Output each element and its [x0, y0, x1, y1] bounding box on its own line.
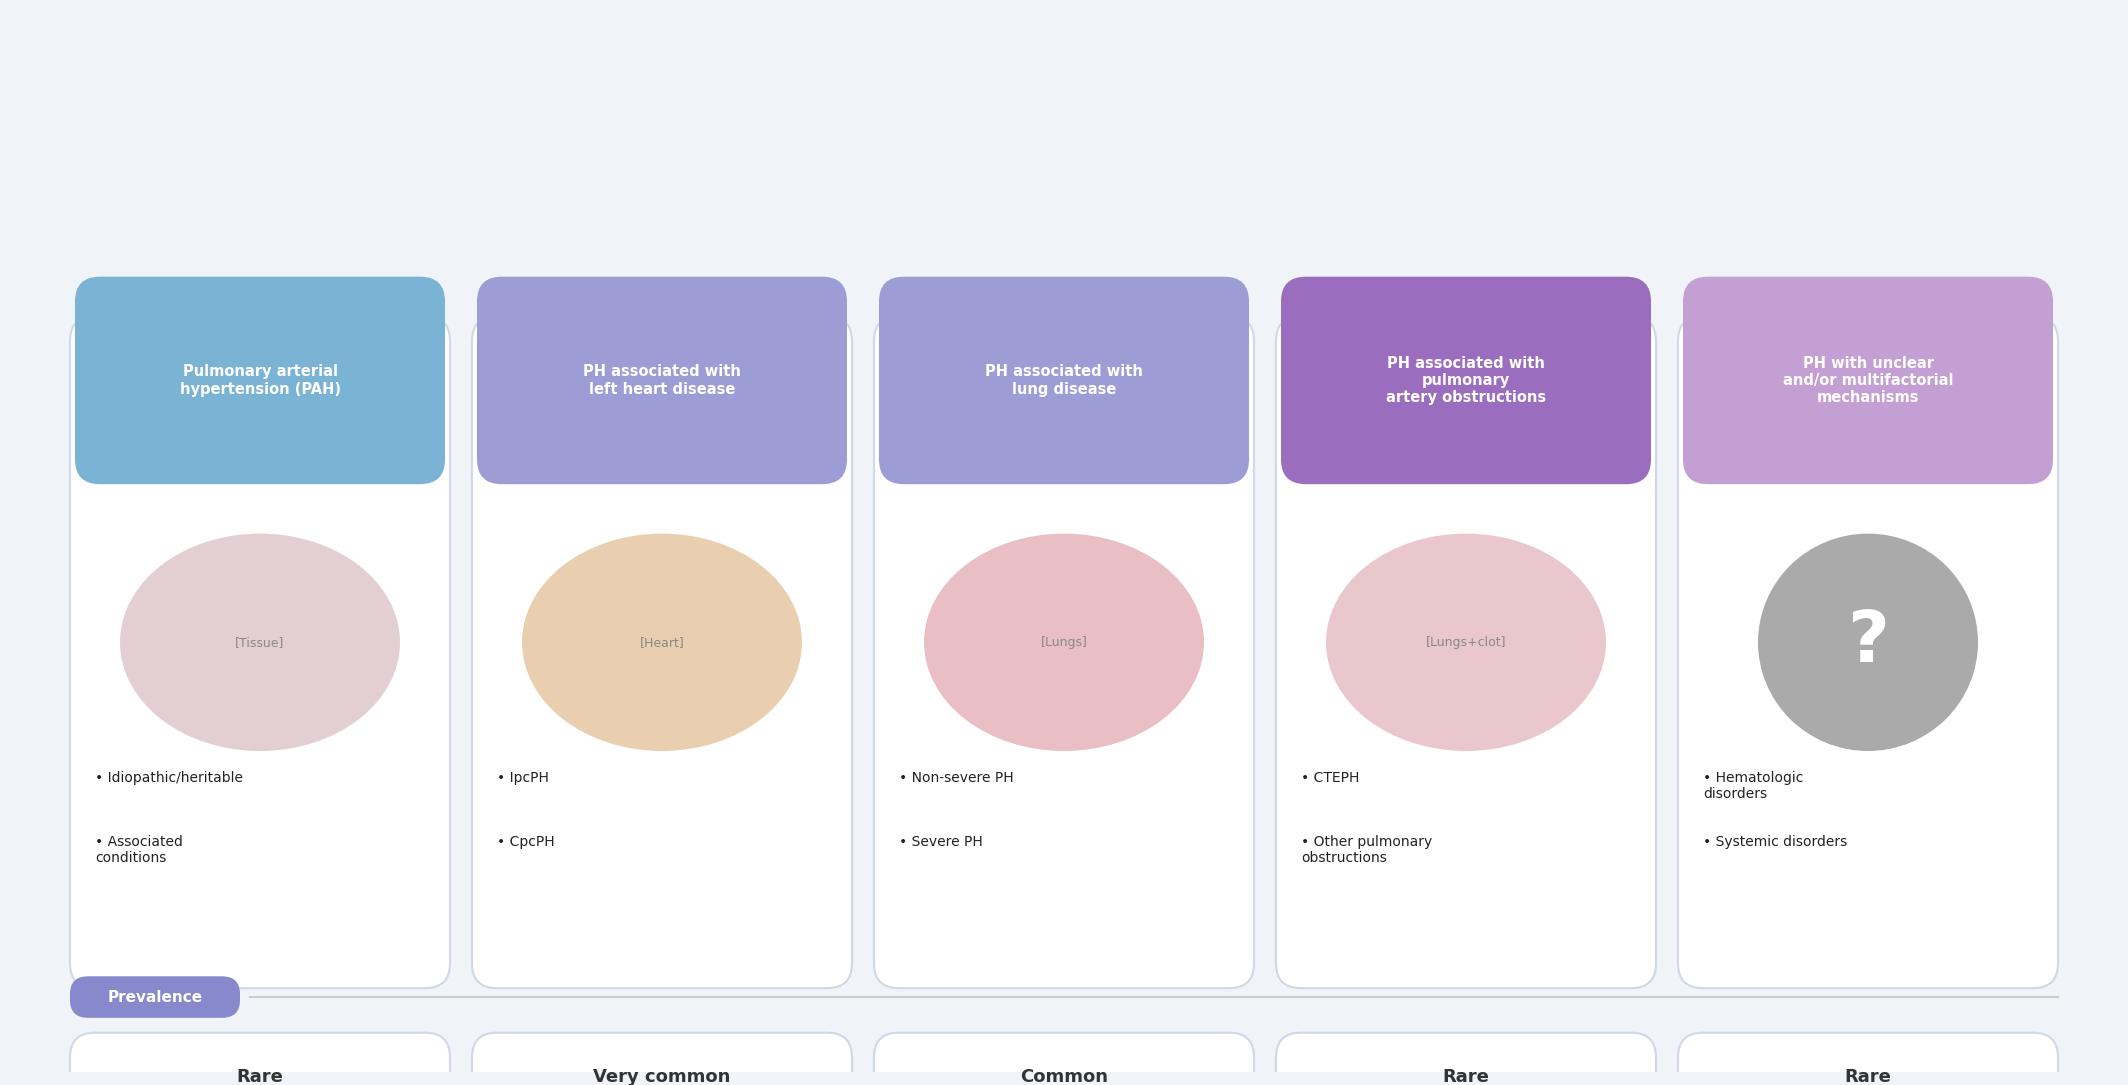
Text: [Lungs+clot]: [Lungs+clot]	[1426, 636, 1507, 649]
FancyBboxPatch shape	[875, 316, 1253, 988]
Ellipse shape	[924, 534, 1204, 751]
Text: Pulmonary arterial
hypertension (PAH): Pulmonary arterial hypertension (PAH)	[179, 365, 340, 397]
FancyBboxPatch shape	[472, 316, 851, 988]
FancyBboxPatch shape	[1277, 1033, 1656, 1085]
Text: [Lungs]: [Lungs]	[1041, 636, 1087, 649]
FancyBboxPatch shape	[1277, 316, 1656, 988]
FancyBboxPatch shape	[70, 976, 240, 1018]
FancyBboxPatch shape	[74, 277, 445, 484]
FancyBboxPatch shape	[70, 316, 449, 988]
Text: • IpcPH: • IpcPH	[498, 770, 549, 784]
FancyBboxPatch shape	[1281, 277, 1651, 484]
Text: Very common: Very common	[594, 1068, 730, 1085]
FancyBboxPatch shape	[477, 277, 847, 484]
Text: • CTEPH: • CTEPH	[1300, 770, 1360, 784]
FancyBboxPatch shape	[70, 1033, 449, 1085]
Text: • Associated
conditions: • Associated conditions	[96, 835, 183, 865]
Ellipse shape	[119, 534, 400, 751]
Text: PH with unclear
and/or multifactorial
mechanisms: PH with unclear and/or multifactorial me…	[1783, 356, 1954, 406]
Text: • Systemic disorders: • Systemic disorders	[1702, 835, 1847, 848]
FancyBboxPatch shape	[1679, 1033, 2058, 1085]
Text: Prevalence: Prevalence	[106, 990, 202, 1005]
Circle shape	[1758, 534, 1979, 751]
FancyBboxPatch shape	[1679, 316, 2058, 988]
Text: Rare: Rare	[1845, 1068, 1892, 1085]
Ellipse shape	[521, 534, 802, 751]
FancyBboxPatch shape	[879, 277, 1249, 484]
FancyBboxPatch shape	[472, 1033, 851, 1085]
Text: ?: ?	[1847, 608, 1890, 677]
Text: • CpcPH: • CpcPH	[498, 835, 555, 848]
Text: • Hematologic
disorders: • Hematologic disorders	[1702, 770, 1802, 801]
Text: PH associated with
pulmonary
artery obstructions: PH associated with pulmonary artery obst…	[1385, 356, 1547, 406]
Text: PH associated with
left heart disease: PH associated with left heart disease	[583, 365, 741, 397]
Text: • Idiopathic/heritable: • Idiopathic/heritable	[96, 770, 243, 784]
Text: Rare: Rare	[236, 1068, 283, 1085]
FancyBboxPatch shape	[875, 1033, 1253, 1085]
Text: [Heart]: [Heart]	[641, 636, 685, 649]
FancyBboxPatch shape	[1683, 277, 2054, 484]
Text: • Non-severe PH: • Non-severe PH	[898, 770, 1013, 784]
Text: Common: Common	[1019, 1068, 1109, 1085]
Text: PH associated with
lung disease: PH associated with lung disease	[985, 365, 1143, 397]
Text: • Severe PH: • Severe PH	[898, 835, 983, 848]
Text: [Tissue]: [Tissue]	[236, 636, 285, 649]
Ellipse shape	[1326, 534, 1607, 751]
Text: Rare: Rare	[1443, 1068, 1490, 1085]
Text: • Other pulmonary
obstructions: • Other pulmonary obstructions	[1300, 835, 1432, 865]
